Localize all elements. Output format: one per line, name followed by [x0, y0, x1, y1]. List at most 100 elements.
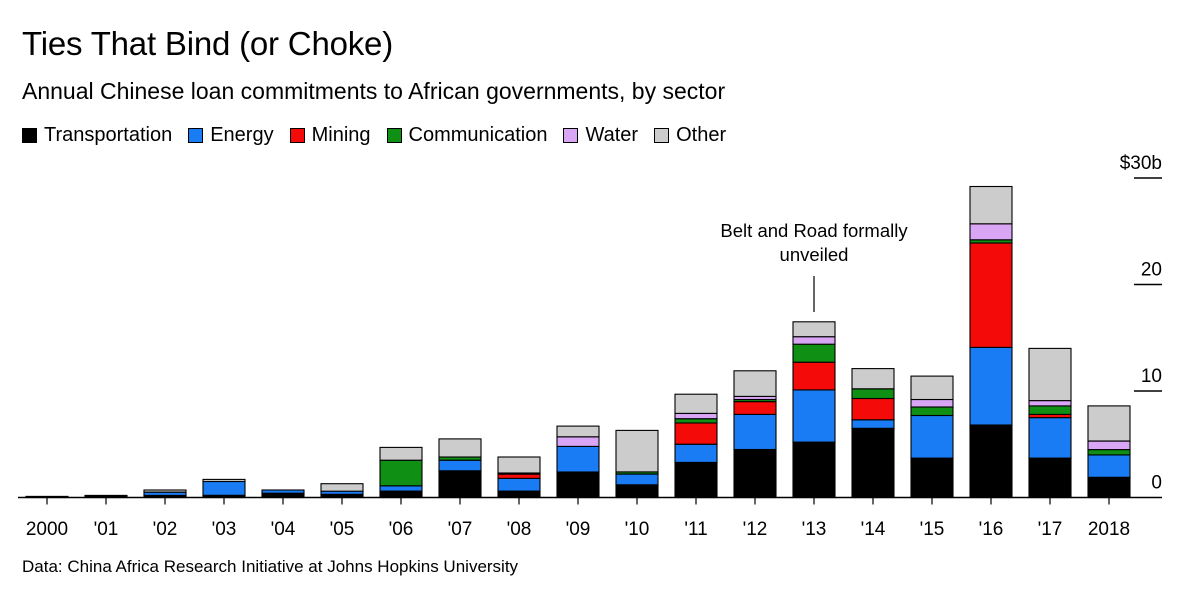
x-tick-label-17: '17 [1038, 519, 1063, 540]
legend-item-water: Water [563, 122, 638, 148]
bar-transportation-17 [1028, 457, 1072, 499]
bar-energy-14 [851, 419, 895, 429]
bar-communication-17 [1028, 405, 1072, 415]
bar-transportation-11 [674, 461, 718, 499]
bar-energy-03 [202, 480, 246, 496]
legend-label-other: Other [676, 124, 727, 146]
x-tick-label-10: '10 [625, 519, 650, 540]
legend-label-energy: Energy [210, 124, 274, 146]
bar-transportation-12 [733, 449, 777, 499]
bar-energy-11 [674, 443, 718, 463]
bar-mining-16 [969, 242, 1013, 348]
bar-energy-04 [261, 489, 305, 494]
bar-other-08 [497, 456, 541, 474]
bar-communication-11 [674, 418, 718, 424]
x-tick-label-03: '03 [212, 519, 237, 540]
bar-transportation-13 [792, 441, 836, 499]
bar-transportation-2018 [1087, 476, 1131, 499]
legend: Transportation Energy Mining Communicati… [22, 122, 742, 148]
source-note: Data: China Africa Research Initiative a… [22, 557, 519, 576]
legend-item-energy: Energy [188, 122, 274, 148]
bar-energy-10 [615, 473, 659, 486]
bar-other-06 [379, 446, 423, 461]
bar-other-03 [202, 478, 246, 483]
x-tick-label-08: '08 [507, 519, 532, 540]
bar-water-16 [969, 223, 1013, 241]
bar-communication-13 [792, 343, 836, 363]
bar-transportation-14 [851, 427, 895, 499]
bar-transportation-09 [556, 471, 600, 499]
legend-label-mining: Mining [311, 124, 371, 146]
legend-swatch-communication [386, 127, 402, 143]
bar-energy-07 [438, 459, 482, 472]
x-tick-label-13: '13 [802, 519, 827, 540]
x-tick-label-07: '07 [448, 519, 473, 540]
bar-energy-09 [556, 445, 600, 473]
bar-water-13 [792, 336, 836, 345]
annotation-text-line-1: Belt and Road formally [720, 220, 908, 241]
bar-transportation-06 [379, 490, 423, 499]
bar-mining-11 [674, 422, 718, 445]
bar-energy-15 [910, 414, 954, 459]
chart-title: Ties That Bind (or Choke) [22, 25, 393, 62]
legend-item-other: Other [654, 122, 726, 148]
x-tick-label-2018: 2018 [1088, 519, 1130, 540]
bar-other-10 [615, 429, 659, 473]
legend-swatch-energy [188, 127, 204, 143]
legend-label-transportation: Transportation [44, 124, 173, 146]
bar-other-12 [733, 370, 777, 397]
bar-energy-02 [143, 491, 187, 496]
bar-water-11 [674, 412, 718, 420]
x-tick-label-06: '06 [389, 519, 414, 540]
bar-communication-15 [910, 406, 954, 417]
bar-other-17 [1028, 347, 1072, 402]
legend-swatch-other [654, 127, 670, 143]
bar-other-14 [851, 368, 895, 390]
legend-label-water: Water [585, 124, 639, 146]
x-tick-label-01: '01 [94, 519, 119, 540]
bar-transportation-07 [438, 470, 482, 499]
bar-other-02 [143, 489, 187, 493]
bar-communication-2018 [1087, 449, 1131, 456]
bar-water-2018 [1087, 440, 1131, 451]
bar-other-07 [438, 438, 482, 458]
legend-swatch-transportation [22, 127, 37, 143]
bar-other-11 [674, 393, 718, 414]
bar-energy-06 [379, 485, 423, 492]
x-tick-label-2000: 2000 [26, 519, 68, 540]
bar-energy-12 [733, 413, 777, 451]
x-tick-label-12: '12 [743, 519, 768, 540]
bar-mining-13 [792, 361, 836, 391]
bar-energy-17 [1028, 417, 1072, 459]
bar-energy-13 [792, 389, 836, 443]
x-tick-label-15: '15 [920, 519, 945, 540]
bar-communication-14 [851, 388, 895, 400]
y-tick-label-0: 0 [1151, 473, 1162, 494]
bar-mining-08 [497, 473, 541, 479]
x-tick-label-05: '05 [330, 519, 355, 540]
bar-energy-2018 [1087, 454, 1131, 478]
bar-transportation-08 [497, 490, 541, 499]
x-tick-label-09: '09 [566, 519, 591, 540]
x-tick-label-16: '16 [979, 519, 1004, 540]
legend-label-communication: Communication [408, 124, 548, 146]
bar-water-15 [910, 398, 954, 408]
y-tick-label-30b: $30b [1120, 153, 1162, 174]
bar-other-16 [969, 185, 1013, 225]
bar-transportation-16 [969, 424, 1013, 499]
x-tick-label-14: '14 [861, 519, 886, 540]
x-tick-label-11: '11 [684, 519, 707, 540]
bar-energy-08 [497, 477, 541, 492]
bar-mining-14 [851, 397, 895, 421]
y-tick-label-10: 10 [1141, 366, 1162, 387]
chart-subtitle: Annual Chinese loan commitments to Afric… [22, 78, 726, 104]
annotation-text-line-2: unveiled [780, 244, 849, 265]
x-tick-label-02: '02 [153, 519, 178, 540]
bar-other-13 [792, 321, 836, 338]
bar-other-15 [910, 375, 954, 401]
y-tick-label-20: 20 [1141, 260, 1162, 281]
bar-energy-16 [969, 346, 1013, 426]
bar-other-05 [320, 483, 364, 492]
bar-mining-12 [733, 401, 777, 415]
bar-transportation-10 [615, 484, 659, 499]
